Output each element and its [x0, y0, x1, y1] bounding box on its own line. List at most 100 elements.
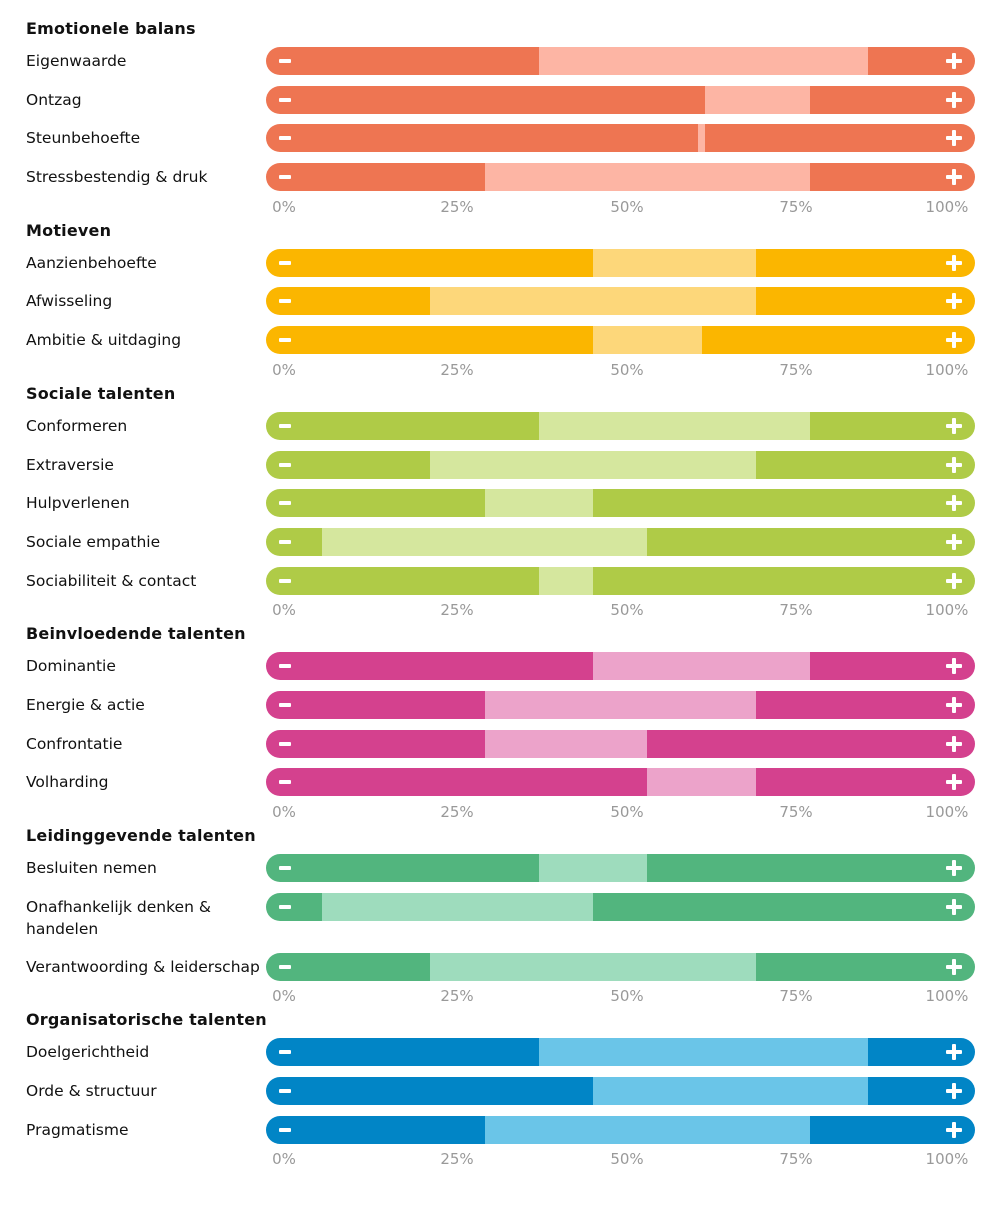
bar-row: Onafhankelijk denken & handelen	[0, 892, 1000, 953]
range-segment	[647, 768, 756, 797]
range-segment	[430, 952, 756, 981]
bar-row: Sociale empathie	[0, 527, 1000, 567]
range-segment	[698, 124, 705, 153]
range-segment	[430, 287, 756, 316]
x-axis: 0% 25% 50% 75% 100%	[266, 361, 975, 379]
plus-icon	[946, 1121, 962, 1138]
range-bar	[266, 768, 975, 797]
tick-label: 50%	[610, 987, 644, 1006]
tick-label: 50%	[610, 803, 644, 821]
section-1: Motieven Aanzienbehoefte Afwisseling Ambiti…	[0, 220, 1000, 379]
range-bar	[266, 1038, 975, 1067]
range-bar	[266, 527, 975, 556]
tick-label: 0%	[272, 360, 296, 379]
bar-label: Ontzag	[26, 90, 82, 109]
plus-icon	[946, 53, 962, 69]
bar-row: Aanzienbehoefte	[0, 248, 1000, 288]
range-segment	[538, 854, 648, 882]
tick-label: 0%	[272, 803, 296, 821]
bar-label: Extraversie	[26, 455, 114, 474]
bar-row: Verantwoording & leiderschap	[0, 952, 1000, 992]
bar-label: Conformeren	[26, 416, 128, 435]
section-title: Organisatorische talenten	[26, 1010, 267, 1030]
bar-label: Volharding	[26, 773, 109, 792]
range-bar	[266, 287, 975, 316]
section-2: Sociale talenten Conformeren Extraversie Hu…	[0, 383, 1000, 619]
minus-icon	[279, 423, 291, 428]
bar-row: Ambitie & uitdaging	[0, 326, 1000, 365]
x-axis: 0% 25% 50% 75% 100%	[266, 198, 975, 216]
plus-icon	[946, 658, 962, 675]
plus-icon	[946, 91, 962, 108]
minus-icon	[279, 866, 291, 870]
bar-row: Sociabiliteit & contact	[0, 566, 1000, 606]
tick-label: 75%	[779, 601, 813, 620]
bar-label: Stressbestendig & druk	[26, 168, 208, 187]
tick-label: 25%	[440, 803, 474, 821]
profile-chart: Emotionele balans Eigenwaarde Ontzag Steunb…	[0, 18, 1000, 1172]
range-bar	[266, 690, 975, 719]
tick-label: 100%	[925, 803, 969, 821]
section-title: Emotionele balans	[26, 19, 196, 38]
tick-label: 50%	[610, 360, 644, 379]
minus-icon	[279, 338, 291, 343]
tick-label: 100%	[925, 360, 969, 379]
range-segment	[484, 1115, 811, 1144]
range-segment	[484, 729, 648, 758]
tick-label: 0%	[272, 987, 296, 1006]
plus-icon	[946, 958, 962, 975]
bar-label: Sociabiliteit & contact	[26, 571, 197, 590]
bar-row: Orde & structuur	[0, 1077, 1000, 1116]
section-3: Beinvloedende talenten Dominantie Energie …	[0, 623, 1000, 821]
range-bar	[266, 326, 975, 355]
plus-icon	[946, 572, 962, 589]
tick-label: 50%	[610, 1150, 644, 1169]
minus-icon	[279, 299, 291, 304]
bar-label: Eigenwaarde	[26, 52, 127, 70]
section-5: Organisatorische talenten Doelgerichtheid…	[0, 1009, 1000, 1168]
bar-row: Extraversie	[0, 450, 1000, 490]
plus-icon	[946, 860, 962, 876]
range-segment	[430, 450, 756, 479]
bar-row: Confrontatie	[0, 729, 1000, 769]
range-bar	[266, 163, 975, 192]
tick-label: 75%	[779, 803, 813, 821]
range-segment	[538, 1038, 868, 1067]
range-bar	[266, 854, 975, 882]
range-bar	[266, 248, 975, 277]
minus-icon	[279, 1050, 291, 1055]
bar-label: Besluiten nemen	[26, 859, 157, 877]
tick-label: 100%	[925, 601, 969, 620]
range-segment	[538, 566, 594, 595]
range-bar	[266, 566, 975, 595]
tick-label: 75%	[779, 1150, 813, 1169]
minus-icon	[279, 741, 291, 746]
x-axis: 0% 25% 50% 75% 100%	[266, 1150, 975, 1168]
minus-icon	[279, 1127, 291, 1132]
x-axis: 0% 25% 50% 75% 100%	[266, 601, 975, 619]
bar-row: Steunbehoefte	[0, 124, 1000, 163]
bar-row: Energie & actie	[0, 690, 1000, 730]
section-title: Beinvloedende talenten	[26, 624, 246, 644]
tick-label: 25%	[440, 197, 474, 216]
range-bar	[266, 47, 975, 75]
x-axis: 0% 25% 50% 75% 100%	[266, 803, 975, 821]
tick-label: 0%	[272, 601, 296, 620]
range-bar	[266, 450, 975, 479]
tick-label: 100%	[925, 197, 969, 216]
tick-label: 25%	[440, 360, 474, 379]
tick-label: 25%	[440, 1150, 474, 1169]
range-segment	[538, 411, 811, 440]
minus-icon	[279, 702, 291, 707]
range-segment	[484, 690, 756, 719]
bar-row: Hulpverlenen	[0, 489, 1000, 528]
range-segment	[484, 489, 594, 518]
range-bar	[266, 729, 975, 758]
tick-label: 0%	[272, 197, 296, 216]
range-segment	[321, 892, 594, 921]
minus-icon	[279, 664, 291, 669]
range-segment	[593, 1077, 868, 1106]
bar-label: Verantwoording & leiderschap	[26, 957, 260, 976]
bar-label: Energie & actie	[26, 695, 145, 714]
x-axis: 0% 25% 50% 75% 100%	[266, 987, 975, 1005]
